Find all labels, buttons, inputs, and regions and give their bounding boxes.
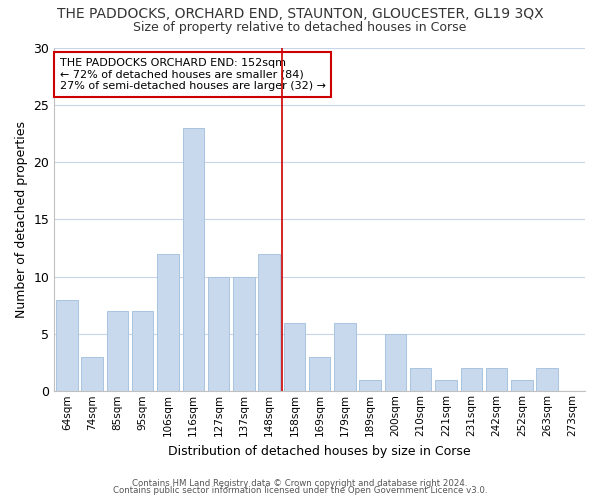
Bar — [511, 380, 533, 392]
Bar — [233, 276, 254, 392]
Text: THE PADDOCKS, ORCHARD END, STAUNTON, GLOUCESTER, GL19 3QX: THE PADDOCKS, ORCHARD END, STAUNTON, GLO… — [56, 8, 544, 22]
Bar — [385, 334, 406, 392]
Bar — [56, 300, 77, 392]
Text: Contains public sector information licensed under the Open Government Licence v3: Contains public sector information licen… — [113, 486, 487, 495]
Bar — [157, 254, 179, 392]
Text: Size of property relative to detached houses in Corse: Size of property relative to detached ho… — [133, 21, 467, 34]
Bar — [410, 368, 431, 392]
Bar — [259, 254, 280, 392]
Bar — [461, 368, 482, 392]
Text: Contains HM Land Registry data © Crown copyright and database right 2024.: Contains HM Land Registry data © Crown c… — [132, 478, 468, 488]
Bar — [182, 128, 204, 392]
Bar — [536, 368, 558, 392]
Bar — [284, 322, 305, 392]
Bar — [334, 322, 356, 392]
Bar — [309, 357, 331, 392]
Bar — [132, 311, 154, 392]
Bar — [82, 357, 103, 392]
Y-axis label: Number of detached properties: Number of detached properties — [15, 121, 28, 318]
Bar — [486, 368, 507, 392]
Bar — [435, 380, 457, 392]
Bar — [107, 311, 128, 392]
X-axis label: Distribution of detached houses by size in Corse: Distribution of detached houses by size … — [169, 444, 471, 458]
Bar — [359, 380, 381, 392]
Bar — [208, 276, 229, 392]
Text: THE PADDOCKS ORCHARD END: 152sqm
← 72% of detached houses are smaller (84)
27% o: THE PADDOCKS ORCHARD END: 152sqm ← 72% o… — [59, 58, 326, 91]
